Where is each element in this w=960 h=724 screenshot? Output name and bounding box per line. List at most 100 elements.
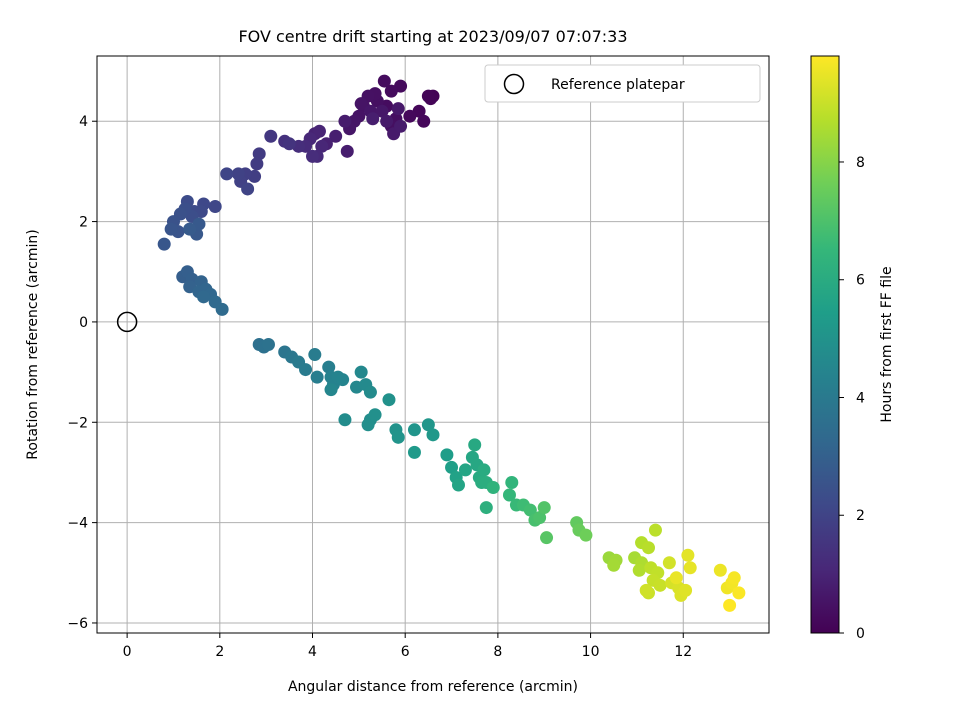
data-point: [282, 137, 296, 151]
data-point: [683, 561, 697, 575]
data-point: [231, 167, 245, 181]
data-point: [732, 586, 746, 600]
legend-marker: [503, 73, 525, 95]
grid: [97, 56, 769, 633]
data-point: [310, 370, 324, 384]
y-tick-label: 0: [79, 315, 88, 331]
data-point: [197, 290, 211, 304]
y-axis-label: Rotation from reference (arcmin): [25, 229, 41, 459]
colorbar-label: Hours from first FF file: [879, 266, 895, 422]
colorbar-ticks: 0 2 4 6 8: [839, 155, 865, 642]
data-point: [681, 548, 695, 562]
x-tick-label: 10: [582, 644, 600, 660]
data-point: [540, 531, 554, 545]
data-point: [361, 418, 375, 432]
colorbar-tick-label: 0: [856, 626, 865, 642]
x-tick-label: 8: [493, 644, 502, 660]
data-point: [377, 74, 391, 88]
colorbar-gradient: [810, 55, 840, 634]
data-point: [407, 423, 421, 437]
legend-label: Reference platepar: [551, 77, 685, 93]
data-point: [164, 222, 178, 236]
data-point: [324, 383, 338, 397]
data-point: [354, 97, 368, 111]
data-point: [669, 571, 683, 585]
data-point: [607, 558, 621, 572]
data-point: [338, 114, 352, 128]
data-point: [241, 182, 255, 196]
data-point: [421, 89, 435, 103]
data-point: [639, 583, 653, 597]
y-tick-label: −6: [67, 616, 88, 632]
data-point: [157, 237, 171, 251]
colorbar: 0 2 4 6 8 Hours from first FF file: [810, 55, 895, 642]
data-point: [312, 124, 326, 138]
reference-marker: [116, 311, 138, 333]
data-point: [252, 147, 266, 161]
data-point: [505, 475, 519, 489]
data-point: [329, 129, 343, 143]
data-point: [382, 393, 396, 407]
data-point: [380, 114, 394, 128]
data-point: [727, 571, 741, 585]
data-point: [533, 511, 547, 525]
data-point: [391, 430, 405, 444]
data-point: [477, 463, 491, 477]
y-tick-label: 4: [79, 114, 88, 130]
x-tick-label: 4: [308, 644, 317, 660]
data-point: [426, 428, 440, 442]
x-tick-label: 6: [401, 644, 410, 660]
y-tick-label: 2: [79, 215, 88, 231]
data-point: [523, 503, 537, 517]
data-point: [375, 104, 389, 118]
data-point: [421, 418, 435, 432]
y-tick-label: −4: [67, 516, 88, 532]
legend-box: [484, 64, 761, 103]
x-tick-label: 12: [674, 644, 692, 660]
data-point: [648, 523, 662, 537]
colorbar-tick-label: 2: [856, 508, 865, 524]
data-point: [336, 373, 350, 387]
data-point: [299, 363, 313, 377]
data-point: [479, 501, 493, 515]
data-point: [220, 167, 234, 181]
data-point: [486, 480, 500, 494]
data-point: [407, 445, 421, 459]
data-point: [579, 528, 593, 542]
axes-frame: [96, 55, 770, 634]
data-point: [417, 114, 431, 128]
data-point: [315, 139, 329, 153]
data-point: [632, 563, 646, 577]
data-point: [662, 556, 676, 570]
data-point: [653, 578, 667, 592]
data-point: [445, 460, 459, 474]
data-point: [642, 541, 656, 555]
data-point: [723, 598, 737, 612]
data-point: [713, 563, 727, 577]
chart-title: FOV centre drift starting at 2023/09/07 …: [238, 27, 627, 46]
legend: Reference platepar: [484, 64, 761, 103]
data-point: [403, 109, 417, 123]
data-point: [354, 365, 368, 379]
data-point: [306, 149, 320, 163]
y-tick-label: −2: [67, 415, 88, 431]
data-point: [366, 112, 380, 126]
data-point: [340, 144, 354, 158]
x-axis-label: Angular distance from reference (arcmin): [288, 679, 578, 695]
axis-ticks: 0 2 4 6 8 10 12 −6 −4 −2 0 2 4: [67, 114, 692, 660]
x-tick-label: 0: [123, 644, 132, 660]
data-point: [451, 478, 465, 492]
data-point: [440, 448, 454, 462]
data-point: [368, 408, 382, 422]
data-point: [537, 501, 551, 515]
data-point: [384, 84, 398, 98]
data-point: [322, 360, 336, 374]
colorbar-tick-label: 8: [856, 155, 865, 171]
data-point: [261, 338, 275, 351]
data-point: [679, 583, 693, 597]
data-point: [363, 385, 377, 399]
data-point: [338, 413, 352, 427]
scatter-points: [157, 74, 746, 612]
